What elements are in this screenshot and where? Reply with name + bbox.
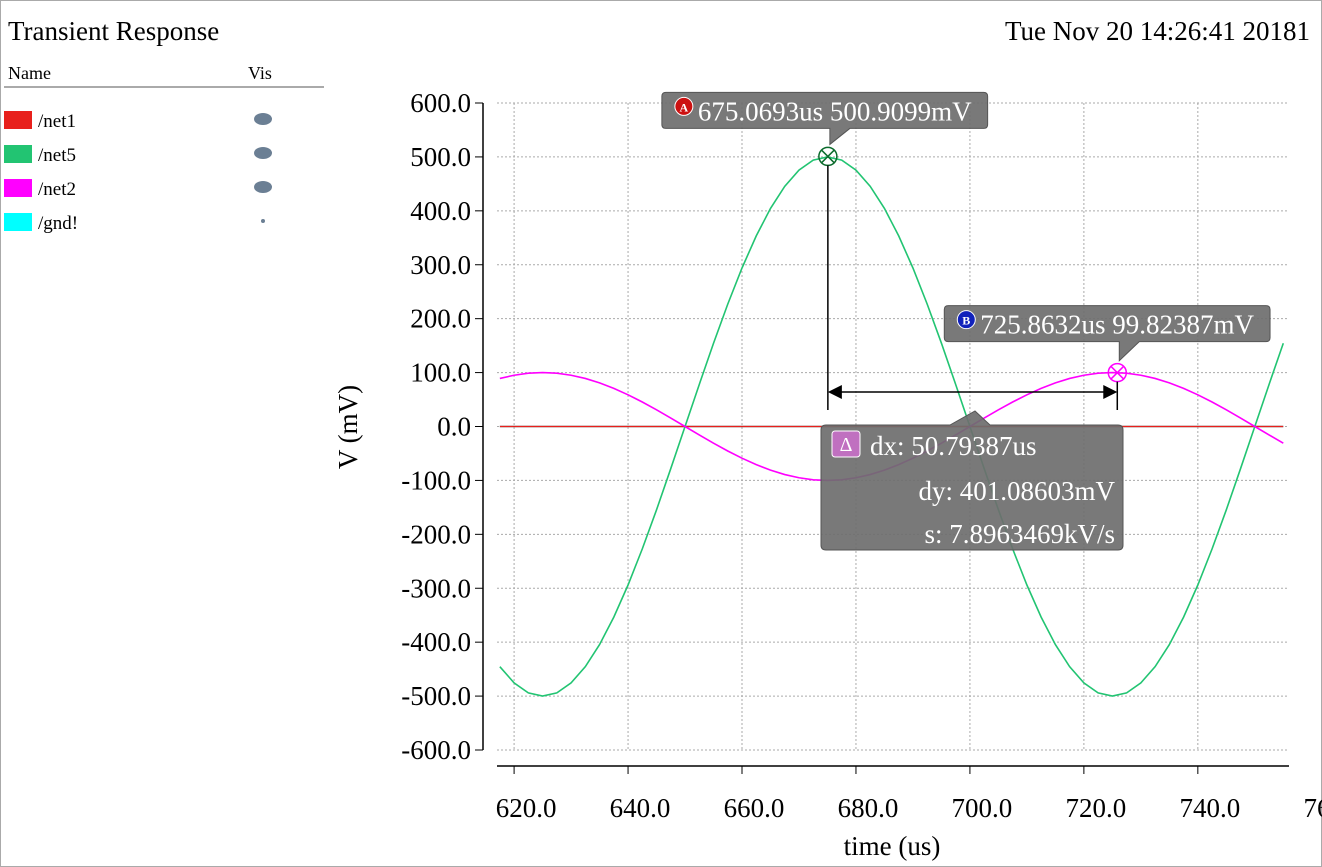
delta-slope: s: 7.8963469kV/s (924, 519, 1115, 549)
visibility-icon (254, 147, 272, 159)
delta-dx: dx: 50.79387us (870, 431, 1037, 461)
x-tick-label: 740.0 (1179, 793, 1240, 823)
y-tick-label: 500.0 (410, 142, 471, 172)
x-tick-label: 640.0 (610, 793, 671, 823)
marker-group: B 725.8632us 99.82387mV (943, 305, 1271, 383)
legend-name-header: Name (8, 63, 51, 83)
legend-label: /net2 (38, 179, 76, 200)
y-tick-label: 0.0 (437, 412, 471, 442)
marker-callout (943, 305, 1271, 362)
marker-badge (956, 310, 976, 330)
timestamp: Tue Nov 20 14:26:41 20181 (1005, 16, 1310, 46)
x-axis-label: time (us) (844, 831, 941, 861)
y-tick-label: -400.0 (401, 627, 471, 657)
delta-badge (831, 430, 861, 458)
y-tick-label: 100.0 (410, 358, 471, 388)
chart-title: Transient Response (8, 16, 219, 46)
marker-group: A 675.0693us 500.9099mV (661, 91, 989, 167)
y-tick-label: 200.0 (410, 304, 471, 334)
legend-label: /net5 (38, 145, 76, 166)
visibility-icon (254, 113, 272, 125)
delta-box (820, 410, 1124, 551)
y-axis-label: V (mV) (333, 385, 363, 469)
y-tick-label: -300.0 (401, 573, 471, 603)
marker-cross (1110, 366, 1124, 380)
legend-swatch (4, 145, 32, 163)
series-line (499, 156, 1285, 697)
legend-label: /gnd! (38, 213, 78, 234)
x-tick-label: 700.0 (952, 793, 1013, 823)
y-tick-label: 300.0 (410, 250, 471, 280)
y-tick-label: -600.0 (401, 735, 471, 765)
marker-callout (661, 91, 989, 146)
marker-badge (674, 96, 694, 116)
y-tick-label: -500.0 (401, 681, 471, 711)
y-tick-label: 600.0 (410, 88, 471, 118)
marker-label: 675.0693us 500.9099mV (698, 96, 972, 126)
marker-letter: B (962, 314, 970, 328)
x-tick-label: 760 (1304, 793, 1322, 823)
legend-label: /net1 (38, 111, 76, 132)
x-tick-label: 660.0 (724, 793, 785, 823)
marker-label: 725.8632us 99.82387mV (980, 310, 1254, 340)
visibility-icon (261, 219, 265, 223)
x-tick-label: 680.0 (838, 793, 899, 823)
legend-swatch (4, 213, 32, 231)
y-tick-label: -100.0 (401, 465, 471, 495)
marker-cross (821, 149, 835, 163)
delta-dy: dy: 401.08603mV (918, 476, 1115, 506)
marker-letter: A (680, 100, 689, 114)
legend-vis-header: Vis (248, 63, 272, 83)
y-tick-label: -200.0 (401, 519, 471, 549)
legend-swatch (4, 179, 32, 197)
visibility-icon (254, 181, 272, 193)
x-tick-label: 720.0 (1066, 793, 1127, 823)
y-tick-label: 400.0 (410, 196, 471, 226)
delta-symbol: Δ (840, 434, 853, 456)
x-tick-label: 620.0 (496, 793, 557, 823)
legend-swatch (4, 111, 32, 129)
